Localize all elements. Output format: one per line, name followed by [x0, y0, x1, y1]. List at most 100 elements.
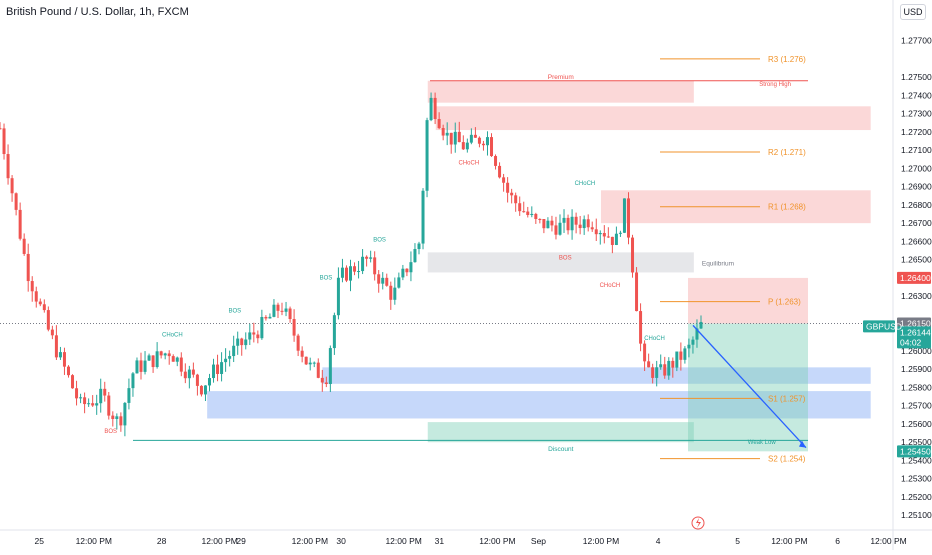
candle-body [421, 190, 425, 244]
candle-body [308, 362, 312, 365]
x-tick-label: 12:00 PM [385, 536, 421, 546]
position-risk-zone [688, 277, 808, 324]
y-tick-label: 1.27300 [901, 109, 932, 119]
candle-body [594, 229, 598, 235]
x-tick-label: 12:00 PM [479, 536, 515, 546]
candle-body [18, 209, 22, 239]
candle-body [602, 233, 606, 237]
candle-body [574, 216, 578, 225]
x-tick-label: 12:00 PM [76, 536, 112, 546]
y-tick-label: 1.27200 [901, 127, 932, 137]
chart-title: British Pound / U.S. Dollar, 1h, FXCM [6, 6, 189, 18]
x-tick-label: 5 [735, 536, 740, 546]
candle-body [46, 310, 50, 330]
candle-body [62, 352, 66, 367]
candle-body [312, 362, 316, 364]
price-tag [897, 445, 931, 458]
y-tick-label: 1.26600 [901, 236, 932, 246]
symbol-tag-label: GBPUSD [866, 321, 902, 331]
candle-body [139, 360, 143, 372]
candle-body [6, 154, 10, 179]
candle-body [554, 225, 558, 235]
candle-body [498, 165, 502, 178]
candle-body [26, 253, 30, 282]
y-tick-label: 1.27000 [901, 163, 932, 173]
symbol-tag [863, 320, 895, 333]
candle-body [111, 415, 115, 419]
candle-body [344, 267, 348, 281]
candle-body [433, 97, 437, 120]
candle-body [425, 120, 429, 191]
y-tick-label: 1.25900 [901, 364, 932, 374]
price-tag-label: 1.26150 [900, 319, 931, 329]
candle-body [675, 351, 679, 368]
candle-body [207, 378, 211, 386]
candle-body [171, 356, 175, 362]
structure-label: BOS [373, 237, 386, 243]
candle-body [429, 97, 433, 121]
candle-body [518, 203, 522, 212]
candle-body [465, 142, 469, 150]
candle-body [264, 316, 268, 319]
candle-body [381, 277, 385, 284]
candle-body [103, 388, 107, 396]
candle-body [159, 351, 163, 356]
candle-body [695, 328, 699, 340]
candle-body [151, 355, 155, 368]
candle-body [50, 329, 54, 336]
candle-body [457, 131, 461, 143]
candle-body [199, 385, 203, 395]
zone-neutral [427, 252, 694, 273]
candle-body [288, 308, 292, 320]
candle-body [522, 211, 526, 213]
candle-body [647, 361, 651, 368]
structure-label: CHoCH [644, 336, 665, 342]
price-tag-countdown: 04:02 [900, 337, 922, 347]
price-tag-label: 1.26400 [900, 273, 931, 283]
x-tick-label: 12:00 PM [771, 536, 807, 546]
candle-body [304, 356, 308, 365]
pivot-level-label: R1 (1.268) [768, 203, 806, 212]
candle-body [123, 402, 127, 426]
currency-button[interactable]: USD [900, 4, 926, 20]
y-tick-label: 1.26000 [901, 346, 932, 356]
candle-body [357, 271, 361, 273]
candle-body [256, 334, 260, 339]
candle-body [155, 351, 159, 368]
candle-body [502, 177, 506, 183]
candle-body [248, 332, 252, 340]
candle-body [244, 339, 248, 346]
x-tick-label: 6 [835, 536, 840, 546]
candle-body [71, 375, 75, 389]
x-tick-label: 12:00 PM [583, 536, 619, 546]
candle-body [179, 357, 183, 372]
candle-body [590, 227, 594, 230]
candle-body [679, 351, 683, 360]
x-tick-label: 12:00 PM [292, 536, 328, 546]
candle-body [369, 257, 373, 259]
candle-body [405, 268, 409, 273]
candle-body [79, 397, 83, 399]
candle-body [663, 364, 667, 376]
zone-label: Discount [548, 446, 573, 453]
candle-body [631, 237, 635, 273]
candle-body [143, 360, 147, 372]
candle-body [34, 291, 38, 302]
candle-body [42, 304, 46, 311]
candle-body [228, 356, 232, 359]
candle-body [135, 360, 139, 374]
candle-body [393, 287, 397, 300]
candle-body [506, 182, 510, 193]
pivot-level-label: R2 (1.271) [768, 148, 806, 157]
candle-body [54, 335, 58, 358]
candle-body [75, 388, 79, 399]
candle-body [240, 338, 244, 346]
candle-body [272, 304, 276, 317]
candle-body [324, 382, 328, 385]
candle-body [530, 213, 534, 216]
price-tag-label: 1.25450 [900, 446, 931, 456]
candle-body [292, 319, 296, 336]
candle-body [14, 193, 18, 210]
